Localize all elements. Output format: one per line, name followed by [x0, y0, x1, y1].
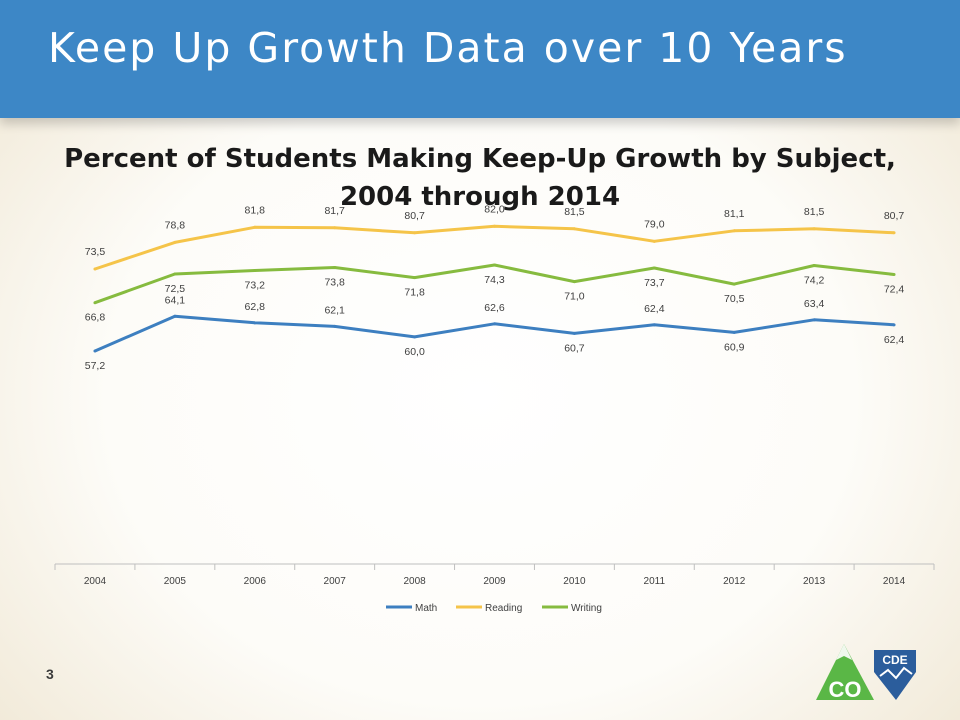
x-tick-label: 2012 [723, 576, 746, 587]
data-label-reading: 81,5 [804, 206, 825, 218]
series-line-math [94, 314, 895, 353]
data-point-math [413, 335, 417, 339]
x-tick-label: 2008 [403, 576, 426, 587]
logo-cde-text: CDE [882, 653, 907, 667]
data-point-reading [93, 267, 97, 271]
data-label-writing: 73,7 [644, 277, 665, 289]
logo-co-text: CO [829, 677, 862, 702]
data-label-math: 62,8 [245, 301, 266, 313]
data-point-reading [493, 224, 496, 228]
data-point-math [812, 318, 816, 322]
data-point-reading [333, 226, 337, 230]
data-label-writing: 66,8 [85, 312, 106, 324]
data-point-reading [413, 231, 417, 235]
data-point-reading [253, 225, 257, 229]
data-label-math: 57,2 [85, 360, 106, 372]
data-label-writing: 70,5 [724, 293, 745, 305]
data-point-writing [173, 272, 177, 276]
x-tick-label: 2004 [84, 576, 107, 587]
chart-title-line-1: Percent of Students Making Keep-Up Growt… [64, 144, 896, 174]
data-label-math: 64,1 [165, 294, 186, 306]
title-banner: Keep Up Growth Data over 10 Years [0, 0, 960, 118]
data-point-math [333, 324, 337, 328]
x-tick-label: 2006 [244, 576, 267, 587]
data-label-math: 62,1 [324, 304, 345, 316]
data-point-writing [93, 301, 97, 305]
cde-logo: CO CDE [816, 644, 916, 702]
data-label-reading: 81,7 [324, 205, 345, 217]
data-point-math [173, 314, 177, 318]
data-label-writing: 72,4 [884, 284, 905, 296]
data-label-writing: 73,8 [324, 277, 345, 289]
data-point-math [253, 321, 257, 325]
data-point-writing [253, 269, 257, 273]
data-label-math: 63,4 [804, 298, 825, 310]
data-label-reading: 80,7 [884, 210, 905, 222]
x-tick-label: 2009 [483, 576, 506, 587]
data-label-writing: 72,5 [165, 283, 186, 295]
data-label-math: 62,4 [644, 303, 665, 315]
data-point-reading [892, 231, 896, 235]
data-point-writing [413, 276, 417, 280]
slide-number: 3 [46, 666, 54, 682]
data-point-math [93, 349, 97, 353]
shield-icon [874, 650, 916, 700]
data-label-reading: 81,8 [245, 204, 266, 216]
data-point-math [892, 323, 896, 327]
data-point-math [732, 330, 736, 334]
data-label-writing: 74,3 [484, 274, 505, 286]
data-point-math [572, 331, 576, 335]
data-point-math [493, 322, 496, 326]
data-label-math: 62,6 [484, 302, 505, 314]
data-label-writing: 71,0 [564, 291, 585, 303]
data-point-reading [652, 239, 656, 243]
chart-title: Percent of Students Making Keep-Up Growt… [0, 140, 960, 216]
mountain-icon [816, 644, 874, 700]
data-point-writing [493, 263, 496, 267]
data-label-math: 60,7 [564, 342, 585, 354]
data-point-writing [892, 273, 896, 277]
data-point-reading [572, 227, 576, 231]
legend-label-reading: Reading [485, 603, 522, 614]
slide-title: Keep Up Growth Data over 10 Years [48, 24, 848, 72]
data-label-writing: 73,2 [245, 280, 266, 292]
x-tick-label: 2011 [644, 576, 666, 587]
data-label-math: 60,0 [404, 346, 425, 358]
data-label-writing: 71,8 [404, 287, 425, 299]
data-label-reading: 80,7 [404, 210, 425, 222]
data-label-reading: 79,0 [644, 218, 665, 230]
legend-label-writing: Writing [571, 603, 602, 614]
data-label-reading: 81,1 [724, 208, 745, 220]
data-point-writing [652, 266, 656, 270]
data-point-reading [173, 240, 177, 244]
data-point-writing [732, 282, 736, 286]
data-label-writing: 74,2 [804, 274, 825, 286]
x-tick-label: 2014 [883, 576, 906, 587]
data-label-reading: 73,5 [85, 246, 106, 258]
data-label-reading: 78,8 [165, 219, 186, 231]
data-point-writing [333, 266, 337, 270]
series-line-reading [94, 224, 895, 271]
x-tick-label: 2005 [164, 576, 187, 587]
x-tick-label: 2010 [563, 576, 586, 587]
chart-title-line-2: 2004 through 2014 [339, 182, 621, 212]
x-tick-label: 2007 [324, 576, 347, 587]
data-point-reading [812, 227, 816, 231]
data-point-writing [572, 280, 576, 284]
data-label-reading: 81,5 [564, 206, 585, 218]
x-tick-label: 2013 [803, 576, 826, 587]
data-label-math: 62,4 [884, 334, 905, 346]
legend-label-math: Math [415, 603, 437, 614]
data-point-math [652, 323, 656, 327]
data-point-writing [812, 263, 816, 267]
data-label-reading: 82,0 [484, 203, 505, 215]
data-label-math: 60,9 [724, 341, 745, 353]
data-point-reading [732, 229, 736, 233]
